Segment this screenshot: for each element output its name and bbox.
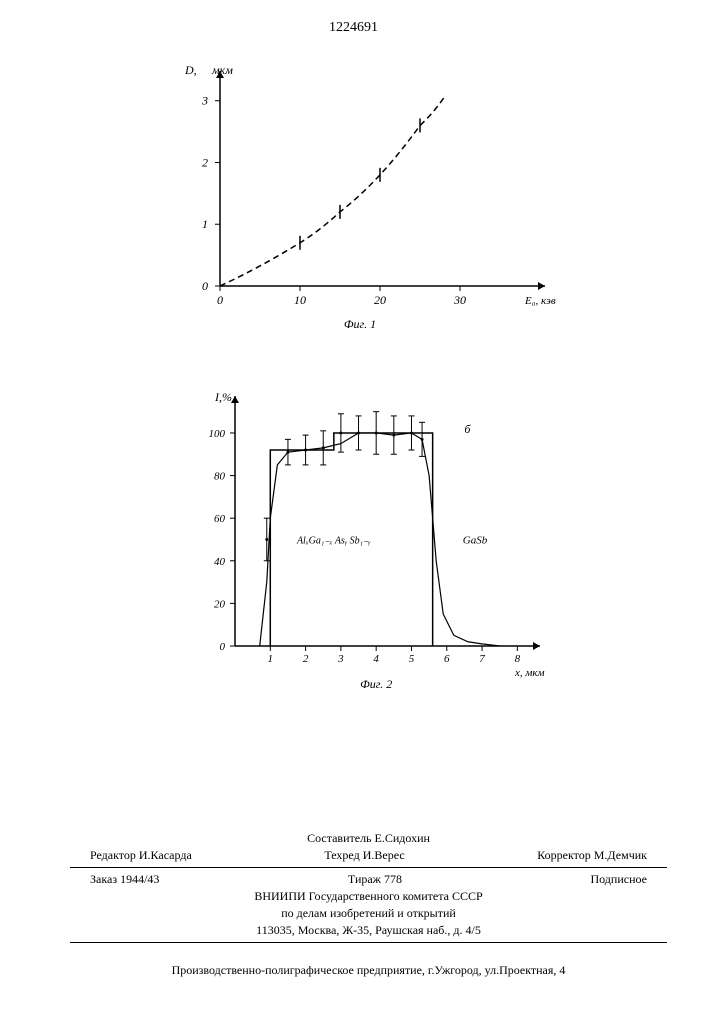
svg-text:100: 100	[209, 428, 226, 440]
svg-text:0: 0	[220, 641, 226, 653]
svg-text:30: 30	[453, 293, 466, 307]
svg-text:Фиг. 1: Фиг. 1	[344, 317, 376, 331]
circulation-cell: Тираж 778	[348, 872, 402, 887]
compiler-label: Составитель	[307, 831, 371, 845]
svg-text:AlₓGa₁₋ₓ Asᵧ Sb₁₋ᵧ: AlₓGa₁₋ₓ Asᵧ Sb₁₋ᵧ	[296, 536, 371, 547]
svg-text:0: 0	[202, 279, 208, 293]
divider-1	[70, 867, 667, 868]
order-row: Заказ 1944/43 Тираж 778 Подписное	[70, 872, 667, 887]
svg-text:мкм: мкм	[211, 63, 233, 77]
subscription: Подписное	[590, 872, 647, 887]
editor-cell: Редактор И.Касарда	[90, 848, 192, 863]
footer-block: Составитель Е.Сидохин Редактор И.Касарда…	[70, 829, 667, 980]
corrector-label: Корректор	[537, 848, 591, 862]
divider-2	[70, 942, 667, 943]
svg-text:40: 40	[214, 556, 226, 568]
credits-row: Редактор И.Касарда Техред И.Верес Коррек…	[70, 848, 667, 863]
compiler-name: Е.Сидохин	[375, 831, 430, 845]
order-cell: Заказ 1944/43	[90, 872, 159, 887]
figure-1: 0 10 20 30 0 1 2 3 D, мкм E₀, кэв Фиг. 1	[160, 56, 560, 336]
svg-text:2: 2	[303, 653, 309, 665]
svg-text:7: 7	[479, 653, 485, 665]
editor-label: Редактор	[90, 848, 136, 862]
chart1-svg: 0 10 20 30 0 1 2 3 D, мкм E₀, кэв Фиг. 1	[160, 56, 560, 336]
svg-text:3: 3	[201, 94, 208, 108]
page-number: 1224691	[0, 20, 707, 36]
svg-text:20: 20	[374, 293, 386, 307]
svg-text:GaSb: GaSb	[463, 535, 488, 547]
svg-text:80: 80	[214, 471, 226, 483]
techred-cell: Техред И.Верес	[324, 848, 404, 863]
corrector-cell: Корректор М.Демчик	[537, 848, 647, 863]
svg-text:1: 1	[268, 653, 274, 665]
svg-text:4: 4	[373, 653, 379, 665]
org-line1: ВНИИПИ Государственного комитета СССР	[70, 889, 667, 904]
svg-text:5: 5	[409, 653, 415, 665]
org-line2: по делам изобретений и открытий	[70, 906, 667, 921]
svg-text:3: 3	[337, 653, 344, 665]
order-label: Заказ	[90, 872, 117, 886]
svg-text:0: 0	[217, 293, 223, 307]
chart2-svg: 12345678020406080100I,%x, мкмAlₓGa₁₋ₓ As…	[180, 386, 560, 696]
svg-text:I,%: I,%	[214, 390, 232, 404]
svg-text:D,: D,	[184, 63, 197, 77]
svg-text:1: 1	[202, 217, 208, 231]
compiler-line: Составитель Е.Сидохин	[70, 831, 667, 846]
org-line3: 113035, Москва, Ж-35, Раушская наб., д. …	[70, 923, 667, 938]
editor-name: И.Касарда	[139, 848, 192, 862]
svg-text:E₀, кэв: E₀, кэв	[524, 295, 556, 307]
svg-text:x, мкм: x, мкм	[514, 667, 545, 679]
figure-2: 12345678020406080100I,%x, мкмAlₓGa₁₋ₓ As…	[180, 386, 560, 696]
svg-text:б: б	[464, 422, 471, 436]
techred-name: И.Верес	[363, 848, 405, 862]
svg-text:6: 6	[444, 653, 450, 665]
svg-text:60: 60	[214, 513, 226, 525]
svg-text:10: 10	[294, 293, 306, 307]
svg-text:8: 8	[515, 653, 521, 665]
svg-text:2: 2	[202, 155, 208, 169]
corrector-name: М.Демчик	[594, 848, 647, 862]
circulation-label: Тираж	[348, 872, 381, 886]
order-number: 1944/43	[120, 872, 159, 886]
circulation-value: 778	[384, 872, 402, 886]
svg-text:Фиг. 2: Фиг. 2	[360, 677, 392, 691]
techred-label: Техред	[324, 848, 359, 862]
printer-line: Производственно-полиграфическое предприя…	[70, 963, 667, 978]
svg-text:20: 20	[214, 598, 226, 610]
